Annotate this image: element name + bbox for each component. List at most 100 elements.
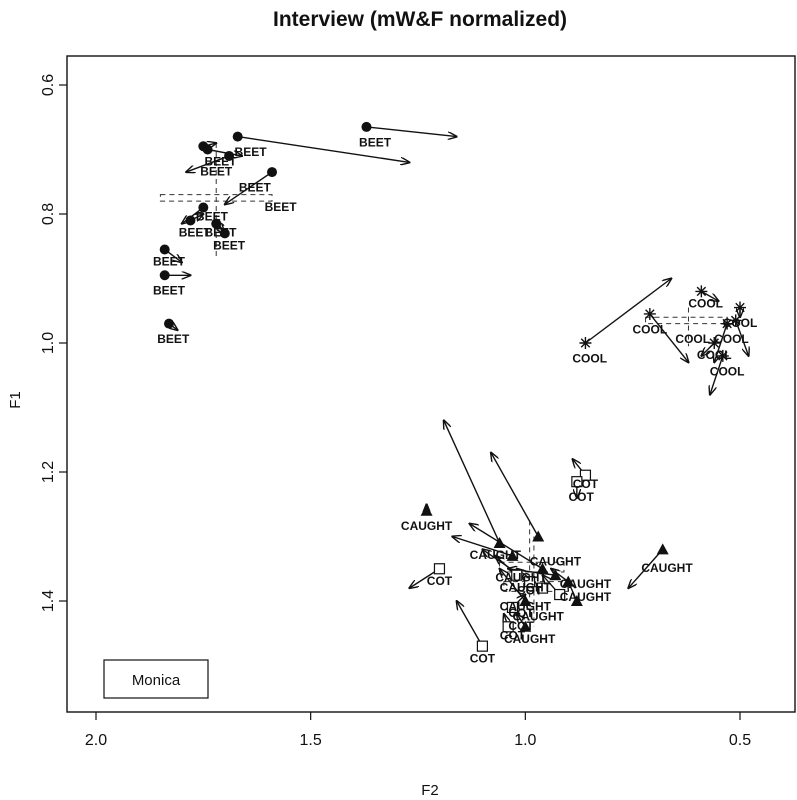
point-label: CAUGHT bbox=[495, 571, 547, 585]
trajectory-arrow bbox=[491, 453, 539, 537]
y-tick-label: 0.6 bbox=[40, 74, 57, 96]
point-label: CAUGHT bbox=[401, 519, 453, 533]
cot-point bbox=[433, 563, 446, 575]
mean-boxes bbox=[159, 143, 728, 627]
cot-point bbox=[536, 582, 549, 594]
y-tick-label: 1.4 bbox=[40, 590, 57, 612]
y-tick-label: 1.0 bbox=[40, 332, 57, 354]
point-label: BEET bbox=[204, 155, 237, 169]
trajectory-arrow bbox=[366, 126, 456, 137]
point-label: COT bbox=[427, 574, 453, 588]
cool-point bbox=[708, 337, 721, 349]
cool-point bbox=[695, 285, 708, 298]
point-label: COOL bbox=[633, 322, 668, 336]
beet-point bbox=[219, 228, 230, 239]
caught-point bbox=[506, 549, 519, 561]
legend-box bbox=[103, 659, 209, 699]
trajectory-arrow bbox=[628, 548, 664, 588]
x-tick-label: 0.5 bbox=[729, 732, 751, 749]
trajectory-arrow bbox=[649, 313, 689, 362]
caught-point bbox=[536, 562, 549, 574]
point-label: BEET bbox=[213, 238, 246, 252]
x-axis-label: F2 bbox=[421, 782, 439, 799]
caught-point bbox=[570, 595, 583, 606]
trajectory-arrow bbox=[735, 320, 749, 355]
cot-point bbox=[502, 621, 514, 633]
point-label: COOL bbox=[723, 316, 758, 330]
caught-point bbox=[549, 569, 562, 581]
point-label: BEET bbox=[204, 226, 237, 240]
caught-point bbox=[519, 620, 532, 632]
caught-point bbox=[420, 504, 433, 516]
cot-point bbox=[579, 469, 592, 481]
x-tick-label: 1.5 bbox=[300, 732, 322, 749]
caught-point bbox=[656, 543, 669, 555]
point-label: BEET bbox=[265, 200, 298, 214]
point-label: COT bbox=[500, 629, 526, 643]
point-label: CAUGHT bbox=[641, 561, 693, 575]
point-label: COOL bbox=[688, 297, 723, 311]
point-label: CAUGHT bbox=[470, 548, 522, 562]
legend: Monica bbox=[103, 659, 209, 699]
trajectory-arrow bbox=[225, 171, 273, 204]
beet-point bbox=[159, 244, 170, 255]
point-label: BEET bbox=[359, 135, 392, 149]
cot-point bbox=[554, 588, 566, 601]
y-axis-label: F1 bbox=[7, 391, 24, 409]
point-label: CAUGHT bbox=[500, 600, 552, 614]
beet-point bbox=[163, 318, 174, 329]
trajectory-arrow bbox=[551, 569, 569, 583]
point-label: BEET bbox=[200, 164, 233, 178]
point-label: BEET bbox=[235, 145, 268, 159]
point-label: BEET bbox=[153, 284, 186, 298]
trajectory-arrow bbox=[186, 155, 230, 172]
cot-point bbox=[571, 476, 583, 488]
point-label: BEET bbox=[239, 180, 272, 194]
cot-point bbox=[511, 569, 523, 581]
caught-point bbox=[493, 536, 506, 548]
point-label: BEET bbox=[179, 226, 212, 240]
trajectory-arrow bbox=[444, 420, 501, 544]
point-label: COT bbox=[470, 651, 496, 665]
y-tick-label: 1.2 bbox=[40, 461, 57, 483]
cot-point bbox=[476, 640, 488, 652]
point-label: CAUGHT bbox=[530, 555, 582, 569]
plot-frame bbox=[66, 55, 796, 713]
trajectory-arrow bbox=[585, 279, 671, 344]
beet-point bbox=[361, 121, 372, 132]
trajectory-arrow bbox=[457, 601, 484, 647]
caught-point bbox=[532, 530, 545, 542]
trajectory-arrow bbox=[207, 148, 242, 156]
beet-point bbox=[185, 215, 196, 226]
cot-point bbox=[506, 601, 519, 614]
point-label: CAUGHT bbox=[504, 632, 556, 646]
x-tick-label: 2.0 bbox=[85, 732, 107, 749]
trajectory-arrow bbox=[701, 290, 718, 301]
beet-point bbox=[159, 270, 170, 281]
point-label: COOL bbox=[710, 364, 745, 378]
trajectory-arrow bbox=[452, 537, 513, 557]
beet-point bbox=[202, 144, 213, 155]
point-label: COT bbox=[508, 606, 534, 620]
point-label: BEET bbox=[153, 255, 186, 269]
data-markers bbox=[159, 121, 746, 652]
legend-entry: Monica bbox=[132, 672, 181, 689]
trajectory-arrow bbox=[237, 135, 410, 163]
point-label: COT bbox=[568, 490, 594, 504]
beet-point bbox=[198, 202, 209, 213]
point-label: CAUGHT bbox=[500, 580, 552, 594]
x-tick-label: 1.0 bbox=[514, 732, 536, 749]
point-label: BEET bbox=[157, 332, 190, 346]
cool-point bbox=[729, 314, 742, 327]
cool-point bbox=[579, 337, 592, 349]
trajectory-arrow bbox=[710, 355, 724, 395]
point-label: COOL bbox=[714, 332, 749, 346]
cool-point bbox=[716, 349, 729, 362]
beet-point bbox=[232, 131, 243, 142]
caught-point bbox=[519, 595, 532, 606]
chart-title: Interview (mW&F normalized) bbox=[273, 8, 567, 31]
cot-point bbox=[524, 576, 536, 588]
point-label: CAUGHT bbox=[560, 590, 612, 604]
point-label: COT bbox=[517, 584, 543, 598]
